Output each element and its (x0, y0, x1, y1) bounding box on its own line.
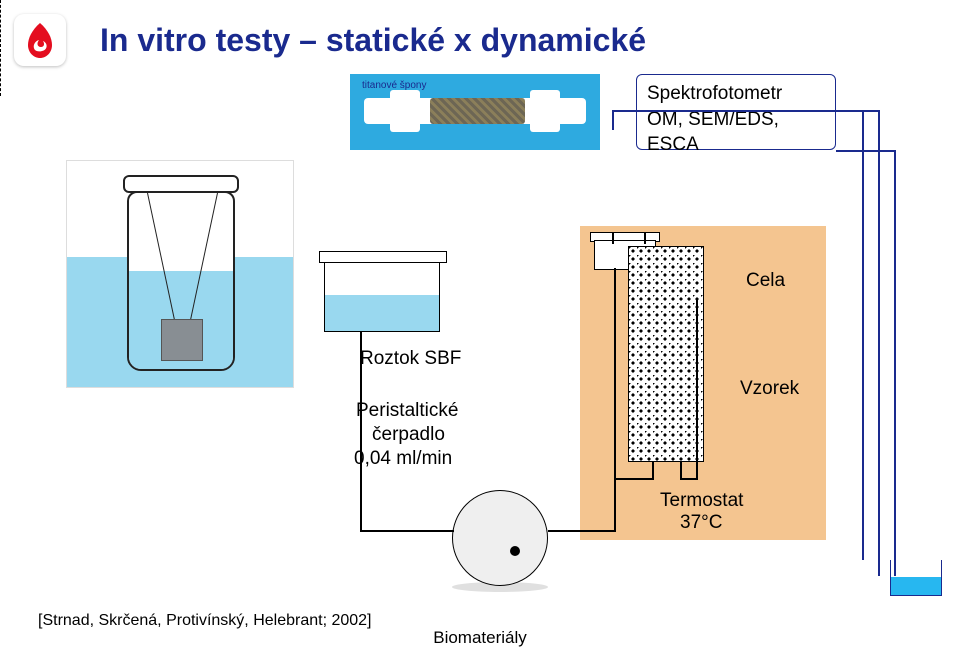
footer-citation: [Strnad, Skrčená, Protivínský, Helebrant… (38, 612, 372, 630)
spectro-line3: ESCA (647, 132, 825, 158)
page-title: In vitro testy – statické x dynamické (100, 22, 646, 59)
tube-pump-to-cela (548, 530, 614, 532)
vzorek-label: Vzorek (740, 378, 799, 400)
pump-wheel-dot (510, 546, 520, 556)
photo-flow-cell: titanové špony (350, 74, 600, 150)
tube-cell-to-sample-left-h (614, 478, 652, 480)
tube-out-top2 (862, 110, 880, 112)
connector-spectro-sample (0, 0, 1, 96)
tube-pump-to-cela-v (614, 478, 616, 532)
tube-sample-out-up (696, 300, 698, 480)
sample-column (628, 246, 704, 462)
photo-static-jar (66, 160, 294, 388)
tube-out-top (612, 110, 862, 112)
pump-line2: čerpadlo (372, 424, 445, 446)
pump-line1: Peristaltické (356, 400, 458, 422)
sbf-label: Roztok SBF (360, 348, 461, 370)
tube-cell-to-sample-left (614, 268, 616, 478)
tube-to-beaker (878, 110, 880, 576)
photo-caption: titanové špony (362, 80, 427, 91)
tube-cell-top-left (612, 232, 614, 244)
spectrometer-box: Spektrofotometr OM, SEM/EDS, ESCA (636, 74, 836, 150)
pump-wheel (452, 490, 548, 586)
pump-line3: 0,04 ml/min (354, 448, 452, 470)
tube-sbf-down (360, 332, 362, 532)
tube-outer-right-h (836, 150, 894, 152)
spectro-line1: Spektrofotometr (647, 81, 825, 107)
sbf-reservoir (324, 260, 440, 332)
tube-sample-bottom-right-h (680, 478, 696, 480)
tube-outer-right (894, 150, 896, 576)
thermostat-line1: Termostat (660, 490, 743, 512)
output-beaker (890, 560, 942, 596)
footer-center: Biomateriály (433, 628, 527, 648)
tube-out-left-down (612, 110, 614, 130)
thermostat-line2: 37°C (680, 512, 722, 534)
tube-sbf-to-pump (360, 530, 454, 532)
tube-out-right-1 (862, 110, 864, 560)
tube-sample-bottom-left (652, 462, 654, 480)
tube-cell-top-right (644, 232, 646, 244)
cela-label: Cela (746, 270, 785, 292)
logo (14, 14, 66, 66)
